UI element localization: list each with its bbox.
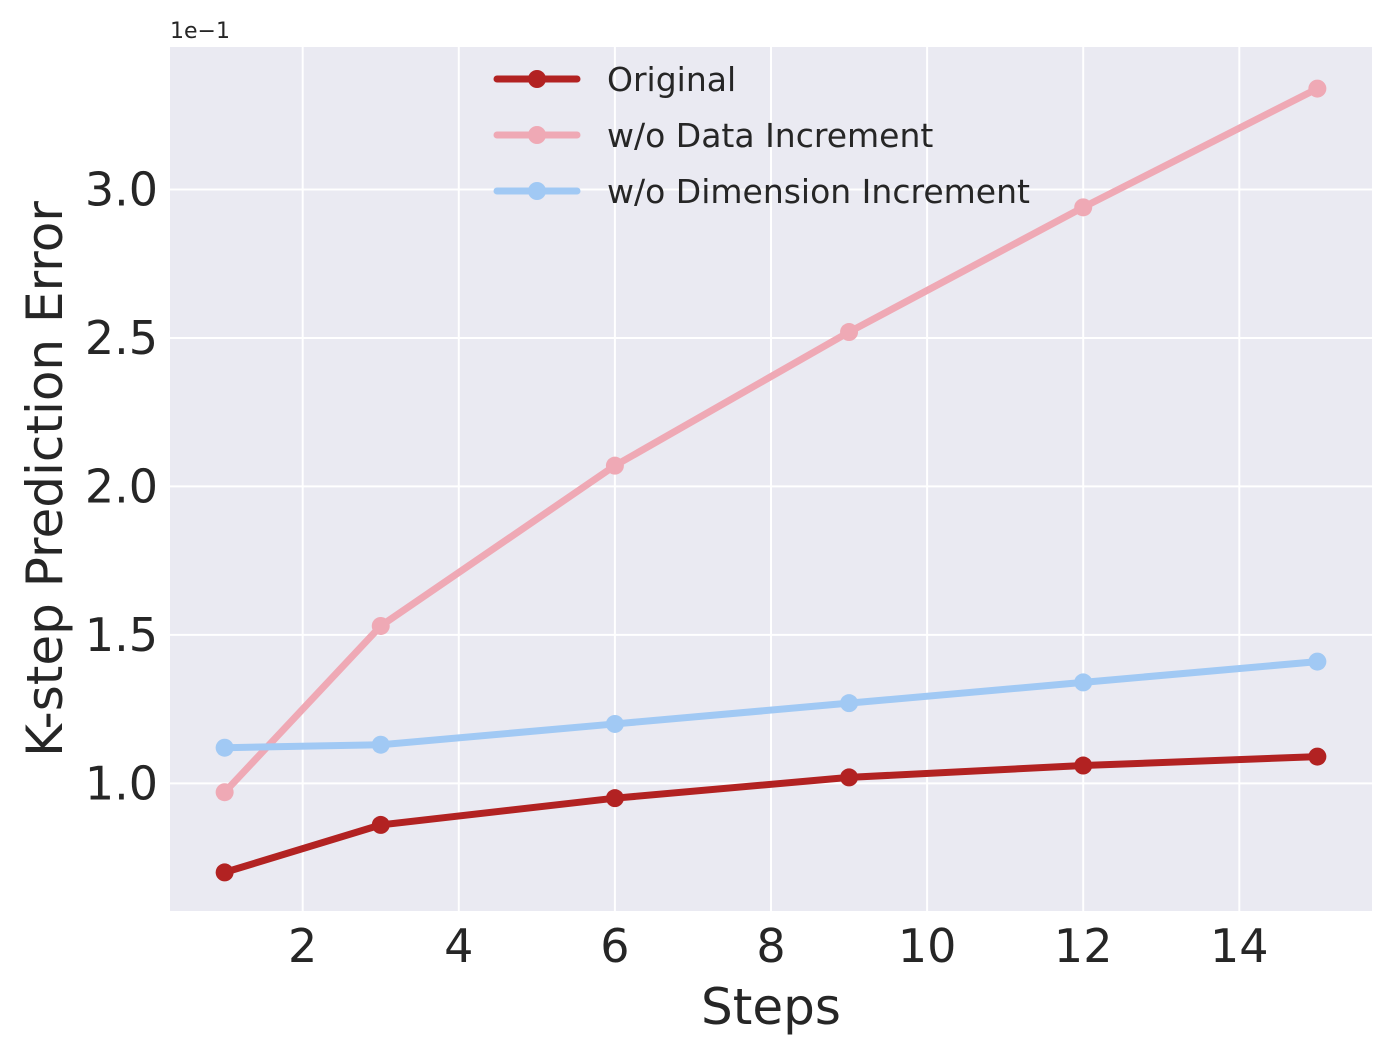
y-tick-label: 2.0 xyxy=(85,459,158,513)
legend-item: Original xyxy=(493,60,736,99)
x-tick-label: 8 xyxy=(756,919,785,973)
legend-label: w/o Dimension Increment xyxy=(607,172,1030,211)
y-offset-label: 1e−1 xyxy=(170,19,230,44)
data-point xyxy=(605,456,624,475)
data-point xyxy=(1308,747,1327,766)
series-line xyxy=(221,658,1321,752)
x-tick-label: 4 xyxy=(444,919,473,973)
data-point xyxy=(840,768,859,787)
data-point xyxy=(605,714,624,733)
y-tick-label: 3.0 xyxy=(85,163,158,217)
data-point xyxy=(215,863,234,882)
legend: Original w/o Data Increment w/o Dimension … xyxy=(493,60,1030,211)
legend-item: w/o Data Increment xyxy=(493,116,933,155)
series-original xyxy=(215,747,1327,882)
legend-label: w/o Data Increment xyxy=(607,116,933,155)
data-point xyxy=(840,323,859,342)
y-tick-label: 1.0 xyxy=(85,756,158,810)
x-tick-labels: 2 4 6 8 10 12 14 xyxy=(288,919,1269,973)
series-line xyxy=(221,85,1321,796)
data-point xyxy=(1074,756,1093,775)
series-layer xyxy=(215,79,1327,882)
legend-item: w/o Dimension Increment xyxy=(493,172,1030,211)
data-point xyxy=(605,789,624,808)
data-point xyxy=(1308,79,1327,98)
series-w-o-dimension-increment xyxy=(215,652,1327,757)
data-point xyxy=(371,815,390,834)
y-axis-label: K-step Prediction Error xyxy=(16,201,74,757)
x-tick-label: 2 xyxy=(288,919,317,973)
x-tick-label: 14 xyxy=(1210,919,1269,973)
x-tick-label: 6 xyxy=(600,919,629,973)
y-tick-labels: 1.0 1.5 2.0 2.5 3.0 xyxy=(85,163,158,811)
data-point xyxy=(1308,652,1327,671)
y-tick-label: 1.5 xyxy=(85,608,158,662)
series-w-o-data-increment xyxy=(215,79,1327,802)
legend-marker xyxy=(528,126,546,144)
data-point xyxy=(371,616,390,635)
data-point xyxy=(1074,198,1093,217)
data-point xyxy=(215,783,234,802)
legend-marker xyxy=(528,182,546,200)
x-tick-label: 12 xyxy=(1054,919,1113,973)
data-point xyxy=(840,694,859,713)
data-point xyxy=(215,738,234,757)
data-point xyxy=(371,735,390,754)
legend-label: Original xyxy=(607,60,736,99)
legend-marker xyxy=(528,70,546,88)
data-point xyxy=(1074,673,1093,692)
series-line xyxy=(221,753,1321,876)
x-tick-label: 10 xyxy=(898,919,957,973)
y-tick-label: 2.5 xyxy=(85,311,158,365)
x-axis-label: Steps xyxy=(701,978,841,1036)
